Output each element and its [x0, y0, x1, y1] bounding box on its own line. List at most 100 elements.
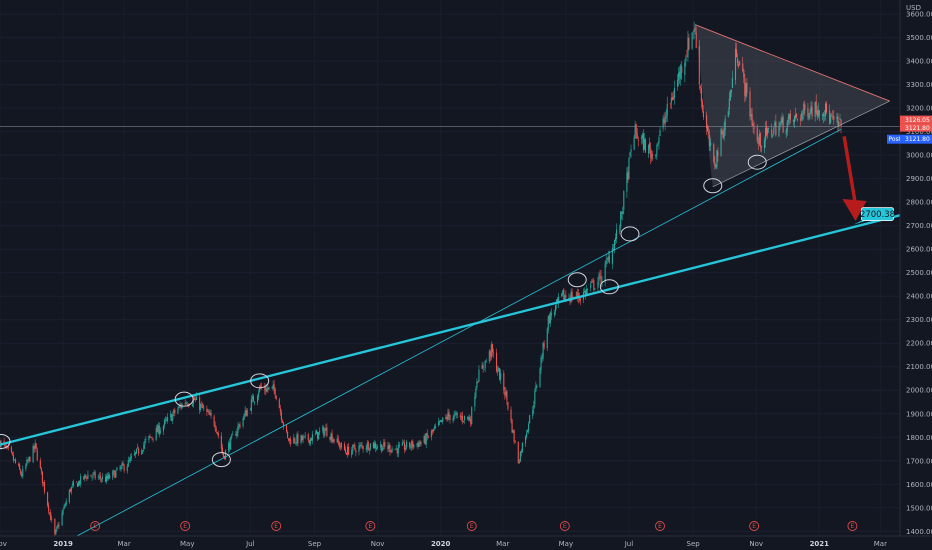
candle-body: [126, 466, 128, 472]
candle-body: [279, 408, 281, 412]
candle-body: [628, 157, 630, 179]
candle-body: [728, 98, 730, 109]
candle-body: [326, 427, 328, 437]
candle-body: [673, 88, 676, 98]
y-tick-label: 1700.00: [906, 457, 932, 465]
candle-body: [512, 430, 514, 433]
candle-body: [613, 240, 616, 250]
candle-body: [622, 211, 624, 215]
candle-body: [837, 116, 839, 126]
candle-body: [771, 129, 773, 136]
candle-body: [786, 122, 788, 132]
candle-body: [395, 448, 397, 449]
candle-body: [710, 142, 712, 146]
candle-body: [170, 413, 172, 418]
candle-body: [381, 444, 383, 452]
candle-body: [387, 445, 389, 450]
candle-body: [397, 445, 399, 454]
candle-body: [838, 121, 840, 125]
y-tick-label: 2000.00: [906, 387, 932, 395]
candle-body: [449, 415, 451, 421]
candle-body: [366, 442, 368, 450]
projection-arrow-shaft: [842, 136, 858, 206]
candle-body: [25, 464, 27, 469]
candle-body: [352, 444, 354, 452]
candle-body: [607, 256, 609, 260]
candle-body: [355, 450, 357, 453]
candle-body: [655, 154, 657, 157]
candle-body: [445, 416, 447, 419]
candle-body: [264, 386, 266, 391]
candle-body: [767, 128, 769, 135]
candle-body: [394, 449, 396, 450]
candle-body: [418, 442, 420, 448]
candle-body: [113, 470, 115, 472]
candle-body: [194, 399, 197, 400]
candle-body: [839, 118, 841, 120]
y-tick-label: 2500.00: [906, 269, 932, 277]
candle-body: [99, 475, 101, 479]
candle-body: [164, 419, 167, 421]
candle-body: [166, 419, 168, 421]
candle-body: [814, 102, 816, 117]
candle-body: [485, 360, 487, 362]
price-axis[interactable]: 1400.00 1500.00 1600.00 1700.00 1800.00 1900.…: [906, 4, 932, 536]
candle-body: [541, 357, 543, 359]
candle-body: [287, 432, 289, 438]
candle-body: [360, 444, 362, 446]
candle-body: [688, 37, 690, 50]
candle-body: [468, 417, 470, 420]
candle-body: [548, 315, 550, 324]
candle-body: [470, 419, 472, 424]
candle-body: [789, 113, 791, 120]
candle-body: [640, 137, 642, 139]
candle-body: [42, 482, 44, 484]
candle-body: [116, 467, 118, 471]
candle-body: [151, 437, 153, 439]
candle-body: [772, 134, 774, 137]
candle-body: [763, 140, 766, 148]
candle-body: [547, 315, 549, 330]
candle-body: [83, 476, 85, 480]
candle-body: [590, 284, 592, 288]
candle-body: [93, 472, 95, 473]
touch-point-ellipse: [747, 154, 767, 170]
candle-body: [781, 118, 783, 123]
candle-body: [614, 237, 617, 242]
candle-body: [410, 446, 412, 448]
y-tick-label: 3300.00: [906, 81, 932, 89]
candle-body: [635, 124, 637, 134]
x-tick-label: Jul: [245, 540, 255, 548]
candle-body: [616, 229, 618, 239]
candle-body: [672, 96, 674, 100]
candle-body: [229, 442, 231, 449]
candle-body: [738, 64, 740, 67]
candle-body: [520, 451, 522, 453]
candle-body: [742, 63, 744, 71]
post-price-tag-bg: [900, 134, 932, 144]
candle-body: [114, 471, 116, 478]
candle-body: [401, 442, 403, 446]
candle-body: [217, 432, 219, 437]
candle-body: [818, 110, 820, 116]
candle-body: [620, 211, 622, 229]
candle-body: [77, 482, 79, 488]
candle-body: [612, 249, 614, 251]
x-tick-label: May: [559, 540, 573, 548]
candle-body: [815, 100, 817, 113]
candle-body: [58, 525, 60, 526]
candle-body: [152, 438, 154, 440]
candle-body: [232, 434, 234, 436]
candle-body: [253, 401, 256, 403]
price-tag-high: 3126.05: [905, 117, 930, 124]
candle-body: [28, 456, 30, 461]
candle-body: [318, 432, 320, 440]
time-axis[interactable]: Nov 2019 Mar May Jul Sep Nov 2020 Mar May Jul Sep No…: [0, 540, 887, 548]
candle-body: [570, 292, 572, 303]
candle-body: [475, 388, 477, 398]
earnings-icon: [466, 521, 477, 531]
candle-body: [751, 113, 753, 126]
